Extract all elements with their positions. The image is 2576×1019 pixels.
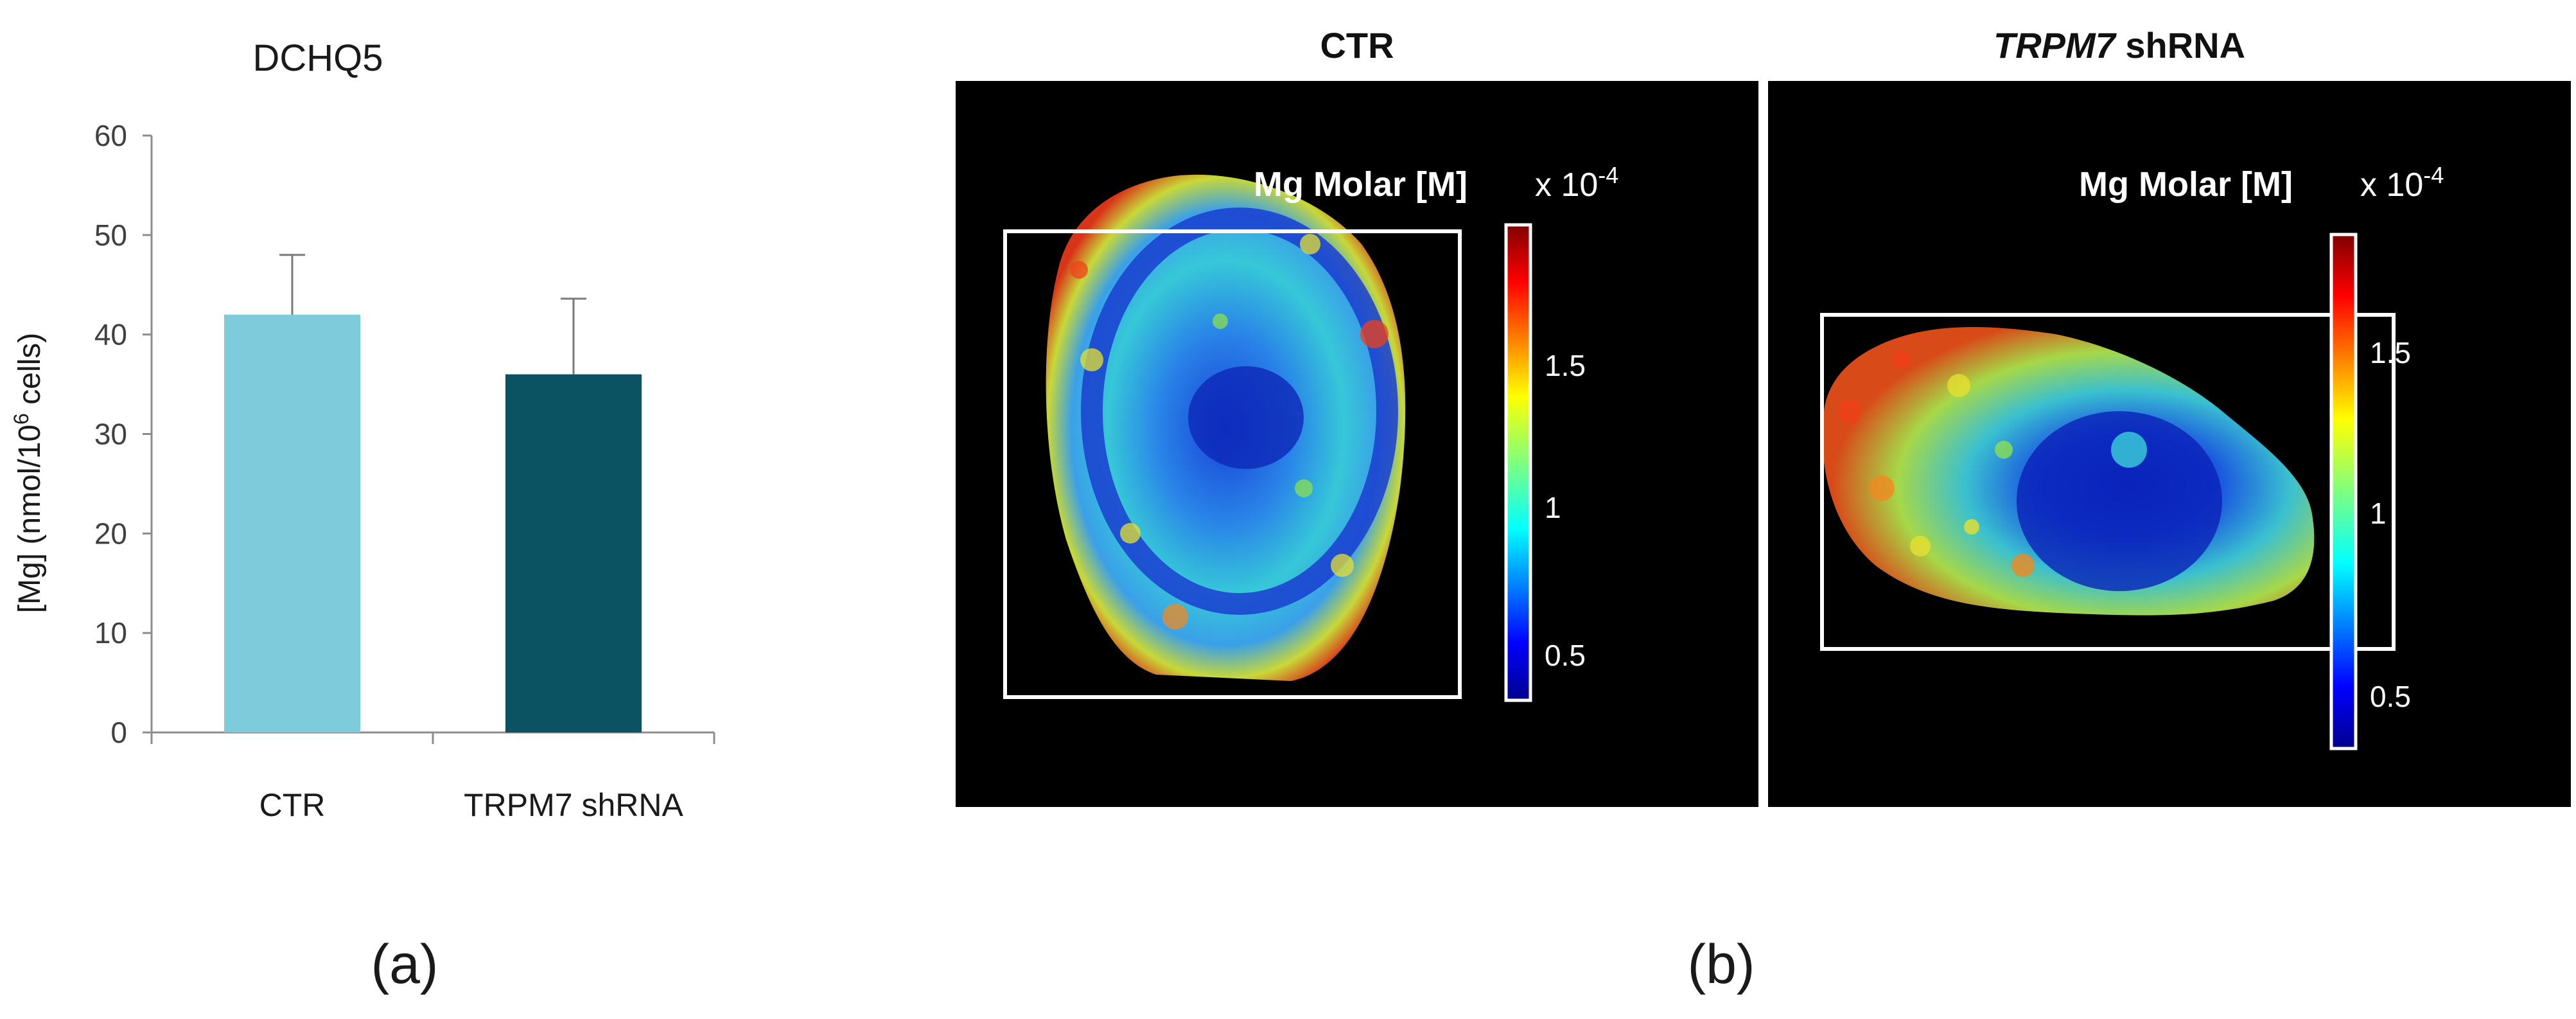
nucleus-core-ctr [1188,366,1304,469]
bar-marks: CTR TRPM7 shRNA [224,254,684,823]
y-tick-label: 30 [94,418,127,451]
speckle-ctr [1070,234,1389,630]
y-tick-label: 60 [94,119,127,152]
x-category-label: TRPM7 shRNA [464,787,683,823]
bar-chart-panel: DCHQ5 [Mg] (nmol/106 cells) 0 10 20 30 40 50 6… [10,37,715,995]
scale-exp-ctr: -4 [1598,162,1618,188]
map-title-ctr: CTR [1320,25,1394,66]
panel-label-a: (a) [371,934,438,995]
bar-trpm7-shrna [505,374,642,732]
colorbar-trpm7 [2329,233,2358,750]
scale-prefix-ctr: x 10 [1535,166,1598,204]
map-title-trpm7-plain: shRNA [2116,25,2245,66]
colorbar-tick-trpm7-1.5: 1.5 [2370,336,2411,369]
map-title-trpm7-italic: TRPM7 [1993,25,2117,66]
y-tick-label: 0 [110,716,127,749]
map-title-ctr-plain: CTR [1320,25,1394,66]
scale-prefix-trpm7: x 10 [2360,166,2423,204]
mg-map-panel: CTR Mg Molar [M] x 10-4 1.5 [956,25,2571,995]
bar-ctr [224,314,360,732]
nucleus-ctr [1081,208,1398,615]
roi-box-trpm7 [1820,313,2396,651]
colorbar-label-trpm7: Mg Molar [M] [2079,165,2293,204]
y-axis-label: [Mg] (nmol/106 cells) [10,333,47,614]
mg-map-trpm7: TRPM7 shRNA Mg Molar [M] x 10-4 1.5 1 [1768,25,2571,807]
bar-axes: 0 10 20 30 40 50 60 [94,119,715,749]
colorbar-tick-trpm7-1: 1 [2370,497,2387,530]
mg-map-ctr: CTR Mg Molar [M] x 10-4 1.5 [956,25,1758,807]
roi-box-ctr [1003,229,1462,699]
scale-factor-ctr: x 10-4 [1535,162,1618,204]
nucleolus-trpm7 [2111,432,2147,468]
colorbar-label-ctr: Mg Molar [M] [1254,165,1468,204]
x-category-label: CTR [259,787,326,823]
colorbar-tick-trpm7-0.5: 0.5 [2370,680,2411,713]
y-tick-label: 40 [94,318,127,351]
chart-title: DCHQ5 [252,37,383,79]
map-title-trpm7: TRPM7 shRNA [1993,25,2245,66]
y-axis-label-sup: 6 [10,413,33,425]
y-axis-label-main: [Mg] (nmol/10 [13,425,47,613]
colorbar-tick-ctr-1.5: 1.5 [1545,349,1586,382]
scale-factor-trpm7: x 10-4 [2360,162,2444,204]
colorbar-ctr [1504,223,1532,702]
nucleus-trpm7 [2017,411,2222,591]
panel-label-b: (b) [1687,934,1755,995]
y-tick-label: 20 [94,517,127,550]
speckle-trpm7 [1838,351,2035,577]
colorbar-tick-ctr-1: 1 [1545,491,1561,524]
y-tick-label: 10 [94,616,127,650]
y-tick-label: 50 [94,218,127,252]
y-axis-label-tail: cells) [13,333,47,413]
scale-exp-trpm7: -4 [2423,162,2444,188]
colorbar-tick-ctr-0.5: 0.5 [1545,639,1586,672]
